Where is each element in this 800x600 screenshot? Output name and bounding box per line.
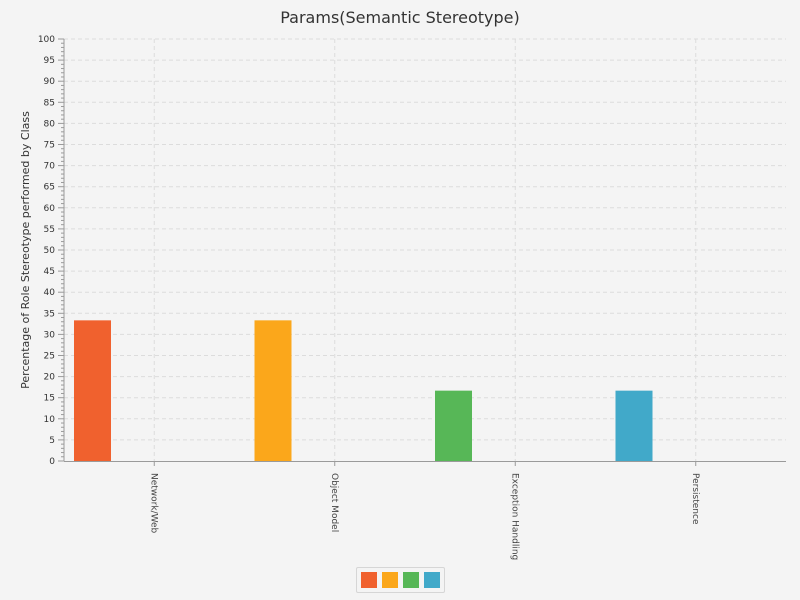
y-tick-label: 65 bbox=[44, 183, 55, 193]
y-tick-label: 55 bbox=[44, 225, 55, 235]
y-tick-label: 70 bbox=[44, 162, 56, 172]
y-tick-label: 50 bbox=[44, 246, 56, 256]
legend-swatch bbox=[382, 572, 398, 588]
y-tick-label: 5 bbox=[49, 436, 55, 446]
bar-persistence bbox=[615, 390, 653, 461]
bar-network-web bbox=[74, 320, 111, 461]
y-tick-label: 35 bbox=[44, 309, 55, 319]
y-tick-label: 40 bbox=[44, 288, 56, 298]
y-tick-label: 95 bbox=[44, 56, 55, 66]
bar-object-model bbox=[254, 320, 292, 461]
y-tick-label: 75 bbox=[44, 141, 55, 151]
legend-swatch bbox=[361, 572, 377, 588]
y-tick-label: 10 bbox=[44, 415, 56, 425]
x-category-label: Exception Handling bbox=[509, 473, 519, 560]
y-tick-label: 90 bbox=[44, 77, 56, 87]
y-tick-label: 15 bbox=[44, 394, 55, 404]
legend bbox=[356, 567, 445, 593]
y-tick-label: 80 bbox=[44, 119, 56, 129]
y-tick-label: 30 bbox=[44, 330, 56, 340]
axes: 0 5 10 15 20 25 30 35 40 45 50 55 60 65 70 75 80 85 90 95 10… bbox=[38, 35, 786, 467]
x-category-label: Object Model bbox=[329, 473, 339, 532]
y-tick-label: 20 bbox=[44, 373, 56, 383]
legend-swatch bbox=[403, 572, 419, 588]
chart-title: Params(Semantic Stereotype) bbox=[280, 8, 520, 27]
bar-exception-handling bbox=[435, 390, 472, 461]
grid bbox=[64, 38, 786, 461]
y-tick-label: 45 bbox=[44, 267, 55, 277]
x-category-label: Network/Web bbox=[148, 473, 158, 534]
y-tick-label: 0 bbox=[49, 457, 55, 467]
y-tick-label: 100 bbox=[38, 35, 55, 45]
category-labels: Network/Web Object Model Exception Handlin… bbox=[148, 473, 700, 560]
y-tick-label: 85 bbox=[44, 98, 55, 108]
x-category-label: Persistence bbox=[690, 473, 700, 525]
y-tick-label: 60 bbox=[44, 204, 56, 214]
y-tick-label: 25 bbox=[44, 352, 55, 362]
legend-swatch bbox=[424, 572, 440, 588]
y-axis-label: Percentage of Role Stereotype performed … bbox=[19, 111, 32, 389]
bars bbox=[74, 320, 653, 461]
